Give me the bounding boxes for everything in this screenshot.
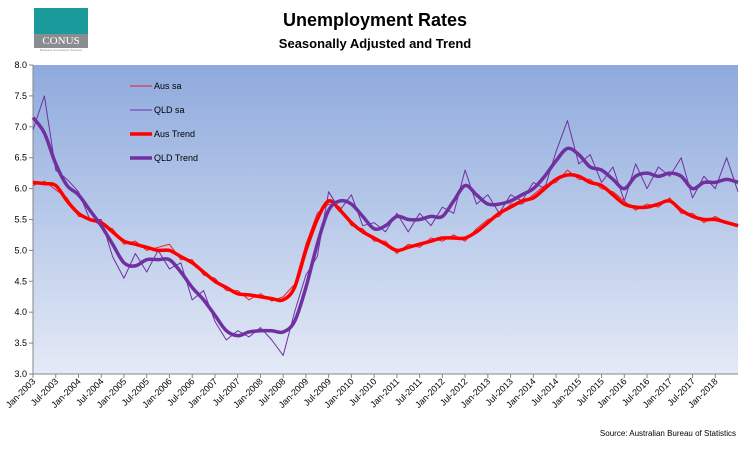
source-note: Source: Australian Bureau of Statistics [599,429,736,438]
plot-area [33,65,738,374]
series-qld-trend [31,116,739,338]
y-tick-label: 7.0 [14,122,27,132]
y-tick-label: 4.0 [14,307,27,317]
y-tick-label: 6.5 [14,153,27,163]
y-tick-label: 3.5 [14,338,27,348]
conus-logo: CONUS Business Consultancy Services [34,8,88,55]
series-qld-sa [32,95,739,356]
legend-label: QLD Trend [154,153,198,163]
y-tick-label: 6.0 [14,184,27,194]
logo-emblem [34,8,88,34]
logo-text: CONUS [34,34,88,48]
y-tick-label: 4.5 [14,276,27,286]
chart-subtitle: Seasonally Adjusted and Trend [278,36,472,51]
y-tick-label: 7.5 [14,91,27,101]
y-tick-label: 3.0 [14,369,27,379]
y-tick-label: 5.0 [14,245,27,255]
chart-title: Unemployment Rates [282,10,468,30]
legend-label: Aus Trend [154,129,195,139]
legend-label: QLD sa [154,105,185,115]
series-aus-trend [32,173,739,303]
y-tick-label: 5.5 [14,215,27,225]
y-tick-label: 8.0 [14,60,27,70]
logo-tagline: Business Consultancy Services [40,48,82,52]
legend-label: Aus sa [154,81,182,91]
